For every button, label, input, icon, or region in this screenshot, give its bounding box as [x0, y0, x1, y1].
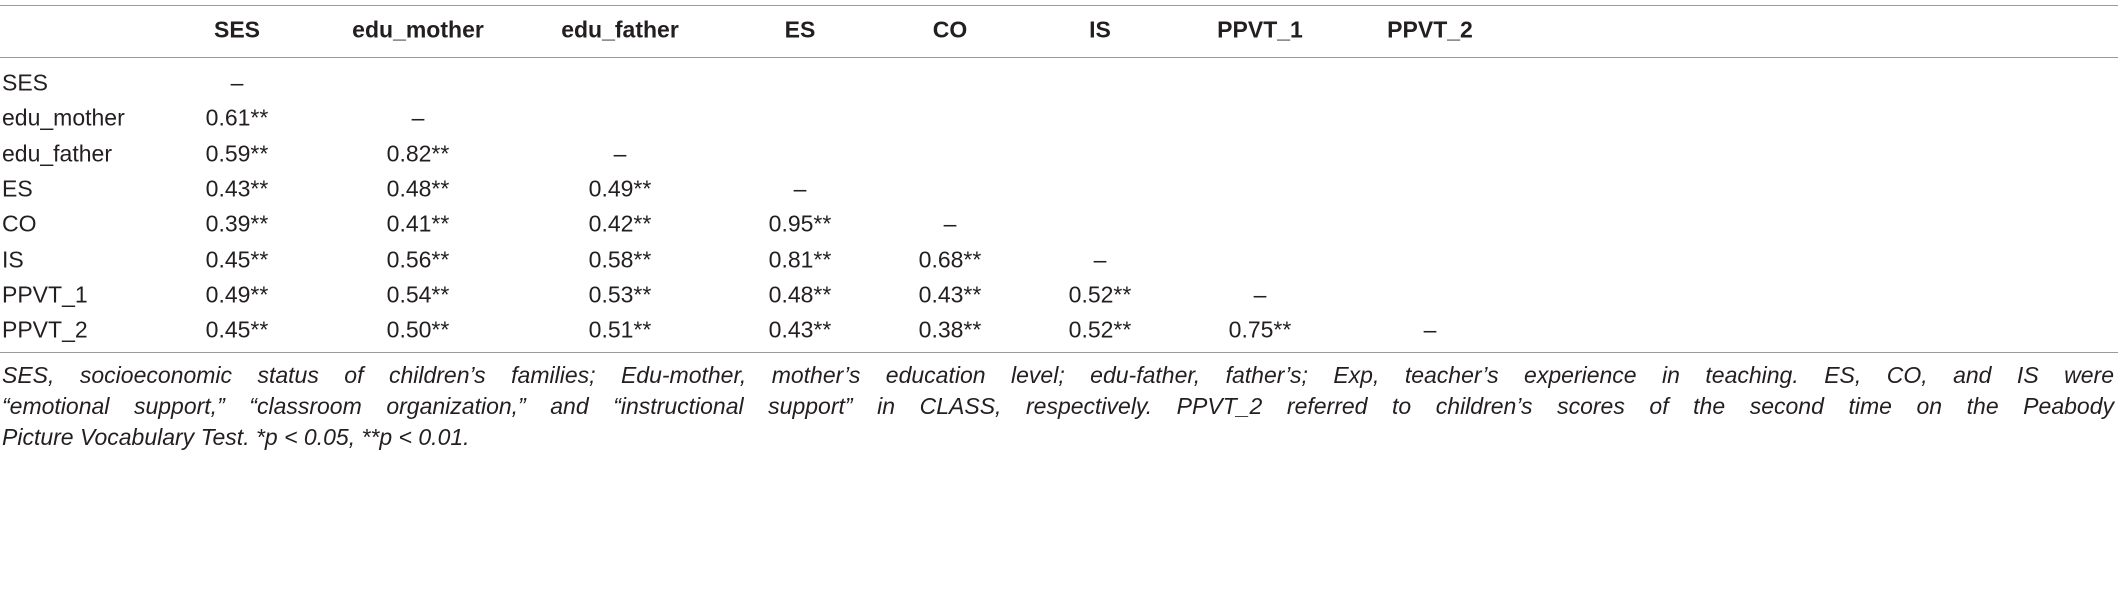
table-cell: 0.48**	[386, 175, 450, 202]
table-cell: 0.41**	[386, 210, 450, 237]
row-label: PPVT_1	[2, 281, 88, 308]
table-cell: 0.38**	[918, 316, 982, 343]
table-cell: 0.39**	[205, 210, 269, 237]
footnote: Picture Vocabulary Test. *p < 0.05, **p …	[2, 424, 470, 450]
table-cell: 0.48**	[768, 281, 832, 308]
table-cell: –	[411, 104, 425, 131]
table-cell: 0.50**	[386, 316, 450, 343]
table-cell: –	[230, 69, 244, 96]
row-label: edu_father	[2, 140, 112, 167]
table-cell: 0.68**	[918, 246, 982, 272]
table-cell: –	[943, 210, 957, 237]
table-cell: 0.82**	[386, 140, 450, 167]
table-cell: 0.45**	[205, 316, 269, 343]
table-cell: 0.58**	[588, 246, 652, 272]
table-cell: 0.43**	[918, 281, 982, 308]
footnote: “emotional support,” “classroom organiza…	[2, 393, 2114, 419]
column-header: ES	[784, 16, 816, 43]
column-header: PPVT_1	[1217, 16, 1303, 43]
row-label: CO	[2, 210, 37, 237]
table-cell: 0.43**	[205, 175, 269, 202]
column-header: PPVT_2	[1387, 16, 1473, 43]
row-label: ES	[2, 175, 33, 202]
table-cell: –	[1093, 246, 1107, 272]
table-cell: 0.49**	[205, 281, 269, 308]
row-label: PPVT_2	[2, 316, 88, 343]
table-cell: 0.43**	[768, 316, 832, 343]
table-cell: 0.95**	[768, 210, 832, 237]
table-cell: 0.51**	[588, 316, 652, 343]
footnote: SES, socioeconomic status of children’s …	[2, 362, 2114, 388]
table-cell: 0.42**	[588, 210, 652, 237]
table-cell: –	[1253, 281, 1267, 308]
table-cell: 0.75**	[1228, 316, 1292, 343]
row-label: IS	[2, 246, 24, 272]
top-rule	[0, 5, 2118, 6]
column-header: CO	[932, 16, 968, 43]
table-cell: 0.49**	[588, 175, 652, 202]
row-label: SES	[2, 69, 49, 96]
table-cell: 0.59**	[205, 140, 269, 167]
table-cell: 0.45**	[205, 246, 269, 272]
table-cell: 0.54**	[386, 281, 450, 308]
column-header: SES	[213, 16, 261, 43]
table-cell: 0.52**	[1068, 281, 1132, 308]
header-rule	[0, 57, 2118, 58]
table-cell: –	[1423, 316, 1437, 343]
table-cell: 0.56**	[386, 246, 450, 272]
table-cell: 0.53**	[588, 281, 652, 308]
column-header: edu_father	[561, 16, 679, 43]
table-cell: 0.81**	[768, 246, 832, 272]
column-header: edu_mother	[352, 16, 484, 43]
bottom-rule	[0, 352, 2118, 353]
table-cell: 0.52**	[1068, 316, 1132, 343]
table-cell: –	[613, 140, 627, 167]
table-cell: 0.61**	[205, 104, 269, 131]
table-cell: –	[793, 175, 807, 202]
column-header: IS	[1089, 16, 1111, 43]
row-label: edu_mother	[2, 104, 125, 131]
